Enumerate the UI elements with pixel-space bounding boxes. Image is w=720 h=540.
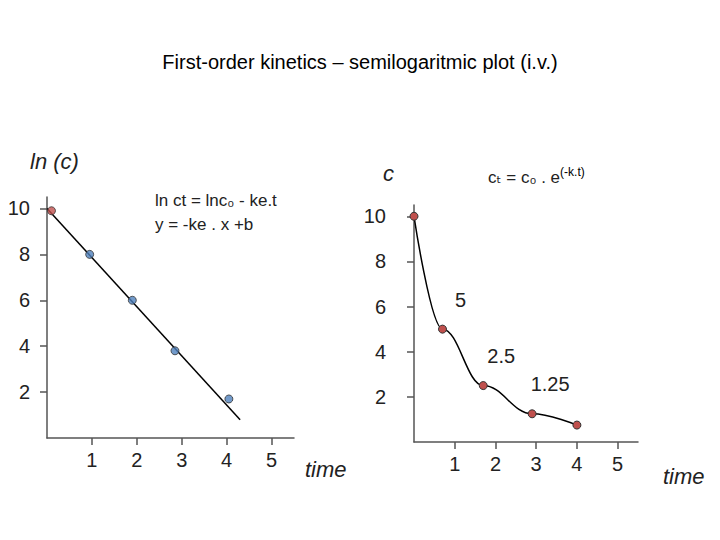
svg-text:cₜ = c₀ . e: cₜ = c₀ . e xyxy=(488,168,560,187)
svg-text:2: 2 xyxy=(19,381,30,403)
svg-text:time: time xyxy=(305,457,347,482)
svg-text:5: 5 xyxy=(455,289,466,311)
svg-text:(-k.t): (-k.t) xyxy=(560,165,585,179)
svg-text:1: 1 xyxy=(86,449,97,471)
svg-text:2.5: 2.5 xyxy=(487,345,515,367)
svg-text:c: c xyxy=(383,161,394,186)
svg-text:y = -ke . x +b: y = -ke . x +b xyxy=(155,215,253,234)
svg-text:4: 4 xyxy=(221,449,232,471)
svg-text:6: 6 xyxy=(375,296,386,318)
svg-text:3: 3 xyxy=(531,453,542,475)
svg-text:8: 8 xyxy=(19,243,30,265)
svg-text:2: 2 xyxy=(131,449,142,471)
svg-text:1: 1 xyxy=(449,453,460,475)
svg-text:4: 4 xyxy=(571,453,582,475)
svg-text:4: 4 xyxy=(19,335,30,357)
svg-text:10: 10 xyxy=(8,197,30,219)
svg-text:2: 2 xyxy=(490,453,501,475)
svg-text:3: 3 xyxy=(176,449,187,471)
svg-text:4: 4 xyxy=(375,341,386,363)
svg-text:time: time xyxy=(663,464,705,489)
svg-text:2: 2 xyxy=(375,386,386,408)
svg-text:First-order kinetics –: First-order kinetics – xyxy=(162,51,344,73)
svg-text:10: 10 xyxy=(364,205,386,227)
svg-text:ln (c): ln (c) xyxy=(30,149,79,174)
svg-text:semilogaritmic plot (i.v.): semilogaritmic plot (i.v.) xyxy=(349,51,558,73)
svg-text:8: 8 xyxy=(375,250,386,272)
svg-text:1.25: 1.25 xyxy=(531,373,570,395)
svg-text:5: 5 xyxy=(266,449,277,471)
svg-text:5: 5 xyxy=(612,453,623,475)
svg-text:6: 6 xyxy=(19,289,30,311)
svg-text:ln ct = lnc₀ - ke.t: ln ct = lnc₀ - ke.t xyxy=(155,191,277,210)
